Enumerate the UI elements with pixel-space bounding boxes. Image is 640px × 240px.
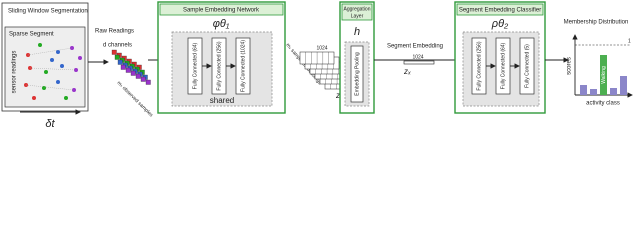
reading-cell [140, 76, 146, 82]
title-bar [159, 3, 284, 16]
reading-dot [32, 96, 36, 100]
classifier-title: Segment Embedding Classifier [459, 8, 541, 14]
channels-label: d channels [103, 43, 132, 49]
bar [580, 85, 587, 95]
bar [600, 55, 607, 95]
reading-cell [135, 73, 141, 79]
reading-dot [56, 80, 60, 84]
reading-dot [56, 50, 60, 54]
bar [590, 89, 597, 95]
reading-dot [78, 56, 82, 60]
raw-grid [111, 49, 151, 85]
fc-layer [235, 37, 251, 95]
reading-dot [60, 64, 64, 68]
layer-label: Fully Connected (64) [500, 42, 506, 89]
layer-label: Fully Connected (64) [192, 42, 198, 89]
class-label: Walking [601, 66, 607, 84]
fc-layer [519, 37, 535, 95]
y-axis-label: sensor readings [12, 51, 18, 94]
reading-dot [64, 96, 68, 100]
shared-label: shared [210, 96, 234, 105]
segment-box [4, 26, 86, 108]
reading-cell [120, 64, 126, 70]
reading-link [27, 47, 73, 56]
reading-cell [125, 67, 131, 73]
y-axis-label: scores [567, 57, 573, 75]
architecture-diagram: Sliding Window Segmentation Sparse Segme… [1, 1, 633, 130]
reading-cell [130, 70, 136, 76]
scatter-dots [24, 43, 82, 100]
samples-label: mₛ observed samples [116, 80, 155, 119]
zx-label: zₓ [403, 67, 411, 76]
reading-dot [44, 70, 48, 74]
sample-network-title: Sample Embedding Network [183, 8, 260, 14]
pooling-layer [350, 45, 364, 103]
layer-label: Fully Connected (256) [216, 41, 222, 91]
reading-link [29, 67, 77, 71]
reading-dot [38, 43, 42, 47]
bar [610, 88, 617, 95]
title-bar [456, 3, 544, 16]
reading-cell [114, 54, 120, 60]
embedding-vector [403, 60, 435, 65]
reading-cell [117, 59, 123, 65]
layers: Fully Connected (256) Fully Connected (64… [471, 37, 535, 95]
segment-label: Sparse Segment [9, 32, 54, 38]
aggregation-title: Aggregation [344, 6, 371, 12]
reading-link [25, 84, 75, 91]
x-axis-label: activity class [586, 101, 620, 107]
dim-label: 1024 [412, 54, 423, 60]
layers: Fully Connected (64) Fully Connected (256… [187, 37, 251, 95]
reading-cell [111, 49, 117, 55]
segmentation-title: Sliding Window Segmentation [8, 9, 88, 15]
title-bar [341, 3, 373, 21]
raw-title: Raw Readings [95, 29, 134, 35]
aggregation-title: Layer [351, 13, 364, 19]
layer-label: Fully Connected (256) [476, 41, 482, 91]
bar [620, 76, 627, 95]
window-label: δt [45, 118, 55, 130]
reading-dot [50, 58, 54, 62]
function-label: φθ₁ [213, 18, 230, 30]
layer-label: Fully Connected (1024) [240, 40, 246, 92]
dim-label: 1024 [316, 45, 327, 51]
reading-dot [42, 86, 46, 90]
max-tick: 1 [628, 38, 631, 44]
segment-embedding-title: Segment Embedding [387, 44, 443, 50]
membership-title: Membership Distribution [564, 20, 629, 26]
function-label: ρθ₂ [491, 18, 509, 30]
pooling-label: Embedding Pooling [354, 52, 360, 96]
layer-label: Fully Connected (5) [524, 44, 530, 88]
reading-cell [145, 79, 151, 85]
function-label: h [354, 26, 360, 38]
